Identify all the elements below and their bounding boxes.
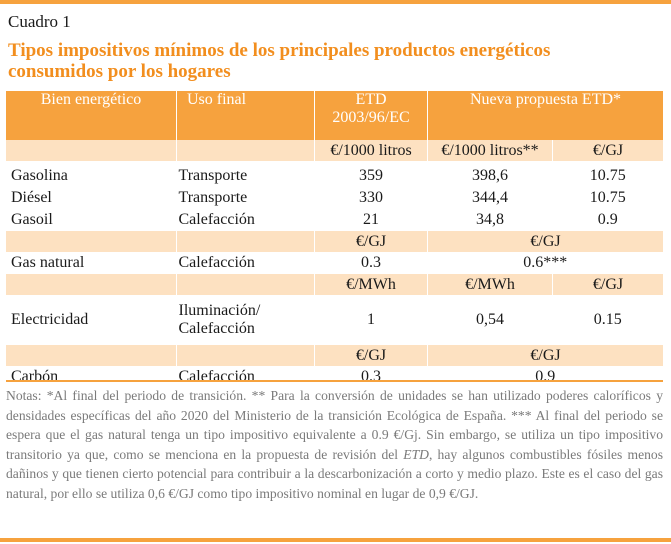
unit-band-carbon: €/GJ €/GJ <box>6 345 663 366</box>
cell-bien: Gasoil <box>11 211 53 228</box>
box-label: Cuadro 1 <box>8 12 71 31</box>
unit-band-gas: €/GJ €/GJ <box>6 231 663 252</box>
header-etd: ETD 2003/96/EC <box>314 91 428 140</box>
table-row: Diésel Transporte 330 344,4 10.75 <box>6 187 663 209</box>
cell-etd: 21 <box>363 211 379 228</box>
notes-part1: Notas: *Al final del periodo de transici… <box>6 388 663 462</box>
cell-nueva-mwh: 0,54 <box>476 311 504 328</box>
table-row: Gasoil Calefacción 21 34,8 0.9 <box>6 209 663 231</box>
cell-etd: 0.3 <box>361 368 381 385</box>
top-rule <box>0 0 671 4</box>
unit-nueva-gj: €/GJ <box>427 231 663 252</box>
header-etd-line1: ETD <box>355 91 387 108</box>
notes-part2: , hay algunos combustibles fósiles menos… <box>6 446 664 501</box>
cell-etd: 359 <box>359 167 383 184</box>
cell-nueva-litros: 34,8 <box>476 211 504 228</box>
unit-etd-mwh: €/MWh <box>314 274 428 295</box>
cell-nueva-gj: 10.75 <box>589 167 626 184</box>
cell-uso-line1: Iluminación/ <box>178 302 261 319</box>
cell-uso: Transporte <box>178 189 248 206</box>
unit-nueva-gj: €/GJ <box>427 345 663 366</box>
table-row: Carbón Calefacción 0.3 0.9 <box>6 366 663 388</box>
header-uso: Uso final <box>176 91 315 140</box>
cell-uso: Transporte <box>178 167 248 184</box>
footer-rule <box>0 538 671 542</box>
header-etd-line2: 2003/96/EC <box>332 109 410 126</box>
header-nueva: Nueva propuesta ETD* <box>427 91 663 140</box>
cell-bien: Diésel <box>11 189 52 206</box>
unit-etd-litros: €/1000 litros <box>314 140 428 161</box>
cell-nueva-gj: 0.15 <box>593 311 622 328</box>
table-row: Gas natural Calefacción 0.3 0.6*** <box>6 252 663 274</box>
cell-bien: Carbón <box>11 368 59 385</box>
table-row: Electricidad Iluminación/ Calefacción 1 … <box>6 295 663 345</box>
unit-etd-gj: €/GJ <box>314 345 428 366</box>
cell-nueva: 0.9 <box>535 368 556 385</box>
notes-etd-italic: ETD <box>403 446 429 462</box>
cell-uso-line2: Calefacción <box>178 320 255 337</box>
unit-etd-gj: €/GJ <box>314 231 428 252</box>
unit-nueva-gj: €/GJ <box>552 274 663 295</box>
unit-nueva-gj: €/GJ <box>552 140 663 161</box>
cell-uso: Calefacción <box>178 368 255 385</box>
unit-nueva-litros: €/1000 litros** <box>427 140 553 161</box>
cell-uso: Calefacción <box>178 254 255 271</box>
cell-nueva-litros: 344,4 <box>472 189 508 206</box>
subheader-row: €/1000 litros €/1000 litros** €/GJ <box>6 140 663 161</box>
table-title: Tipos impositivos mínimos de los princip… <box>8 40 551 82</box>
cell-bien: Electricidad <box>11 311 89 328</box>
cell-nueva-gj: 0.9 <box>597 211 618 228</box>
unit-band-elec: €/MWh €/MWh €/GJ <box>6 274 663 295</box>
cell-bien: Gas natural <box>11 254 85 271</box>
cell-etd: 330 <box>359 189 383 206</box>
table-notes: Notas: *Al final del periodo de transici… <box>6 386 663 503</box>
table-bottom-rule <box>6 380 663 382</box>
cell-etd: 0.3 <box>361 254 381 271</box>
cell-bien: Gasolina <box>11 167 68 184</box>
table-row: Gasolina Transporte 359 398,6 10.75 <box>6 165 663 187</box>
cell-uso: Iluminación/ Calefacción <box>177 295 315 345</box>
cell-nueva-gj: 10.75 <box>589 189 626 206</box>
cell-uso: Calefacción <box>178 211 255 228</box>
cell-etd: 1 <box>367 311 375 328</box>
unit-nueva-mwh: €/MWh <box>427 274 553 295</box>
cell-nueva-litros: 398,6 <box>472 167 508 184</box>
table-header-row: Bien energético Uso final ETD 2003/96/EC… <box>6 91 663 140</box>
cell-nueva: 0.6*** <box>523 254 568 271</box>
header-bien: Bien energético <box>6 91 177 140</box>
energy-tax-table: Bien energético Uso final ETD 2003/96/EC… <box>6 91 663 388</box>
